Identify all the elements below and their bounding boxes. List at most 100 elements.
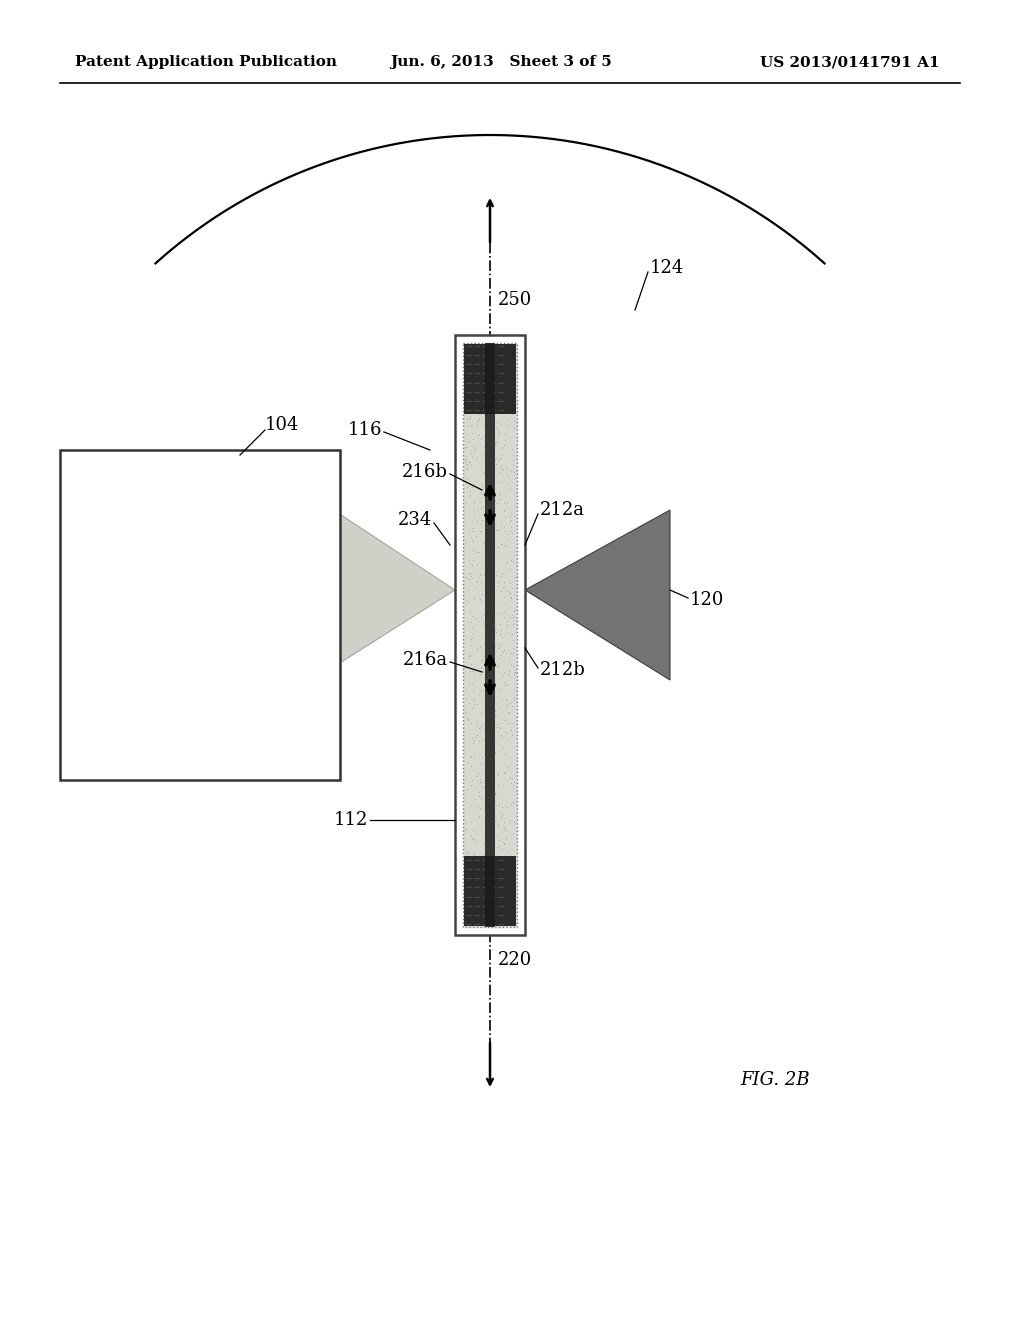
Point [483, 444, 500, 465]
Point [494, 805, 510, 826]
Point [496, 601, 512, 622]
Point [490, 471, 507, 492]
Point [500, 528, 516, 549]
Text: 250: 250 [498, 290, 532, 309]
Point [475, 754, 492, 775]
Point [503, 510, 519, 531]
Point [471, 482, 487, 503]
Point [494, 832, 510, 853]
Point [466, 688, 482, 709]
Point [502, 558, 518, 579]
Point [481, 400, 498, 421]
Point [496, 640, 512, 661]
Point [463, 812, 479, 833]
Point [500, 902, 516, 923]
Point [472, 498, 488, 519]
Point [497, 808, 513, 829]
Point [459, 436, 475, 457]
Point [477, 579, 494, 601]
Point [479, 408, 496, 429]
Point [490, 774, 507, 795]
Point [490, 647, 507, 668]
Point [480, 644, 497, 665]
Point [485, 669, 502, 690]
Point [488, 713, 505, 734]
Point [462, 853, 478, 874]
Point [496, 434, 512, 455]
Point [464, 902, 480, 923]
Point [481, 825, 498, 846]
Point [485, 906, 502, 927]
Point [506, 664, 522, 685]
Point [457, 853, 473, 874]
Point [487, 449, 504, 470]
Point [490, 421, 507, 442]
Point [493, 401, 509, 422]
Text: 220: 220 [498, 950, 532, 969]
Point [505, 822, 521, 843]
Point [489, 911, 506, 932]
Point [463, 775, 479, 796]
Point [466, 743, 482, 764]
Point [464, 660, 480, 681]
Point [478, 548, 495, 569]
Point [500, 887, 516, 908]
Point [495, 665, 511, 686]
Point [472, 663, 488, 684]
Point [496, 500, 512, 521]
Point [490, 638, 507, 659]
Point [483, 374, 500, 395]
Point [463, 389, 479, 411]
Point [462, 879, 478, 900]
Point [495, 366, 511, 387]
Point [468, 447, 484, 469]
Point [468, 766, 484, 787]
Text: 104: 104 [265, 416, 299, 434]
Point [462, 888, 478, 909]
Point [464, 554, 480, 576]
Point [504, 438, 520, 459]
Point [504, 725, 520, 746]
Point [499, 389, 515, 411]
Point [479, 622, 496, 643]
Point [459, 708, 475, 729]
Point [497, 853, 513, 874]
Point [464, 829, 480, 850]
Point [490, 764, 507, 785]
Point [485, 391, 502, 412]
Point [490, 863, 507, 884]
Point [473, 809, 489, 830]
Point [484, 845, 501, 866]
Point [497, 817, 513, 838]
Point [493, 533, 509, 554]
Point [498, 829, 514, 850]
Point [486, 636, 503, 657]
Point [477, 799, 494, 820]
Point [465, 627, 481, 648]
Point [475, 444, 492, 465]
Point [500, 524, 516, 545]
Point [466, 589, 482, 610]
Point [489, 536, 506, 557]
Point [475, 614, 492, 635]
Point [498, 876, 514, 898]
Point [458, 446, 474, 467]
Point [469, 553, 485, 574]
Point [484, 859, 501, 880]
Point [498, 462, 514, 483]
Point [506, 601, 522, 622]
Point [489, 869, 506, 890]
Point [474, 364, 490, 385]
Point [473, 474, 489, 495]
Point [500, 756, 516, 777]
Point [483, 797, 500, 818]
Point [462, 900, 478, 921]
Point [477, 348, 494, 370]
Point [487, 490, 504, 511]
Point [469, 543, 485, 564]
Point [471, 337, 487, 358]
Point [497, 850, 513, 871]
Point [503, 520, 519, 541]
Point [504, 902, 520, 923]
Point [474, 391, 490, 412]
